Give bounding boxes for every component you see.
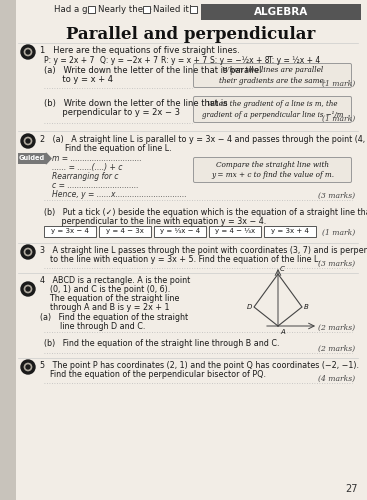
Polygon shape <box>46 153 51 164</box>
Text: perpendicular to the line with equation y = 3x − 4.: perpendicular to the line with equation … <box>44 217 266 226</box>
Text: (2 marks): (2 marks) <box>318 324 355 332</box>
Circle shape <box>26 50 30 54</box>
Circle shape <box>21 134 35 148</box>
Text: S: y = −½x + 8: S: y = −½x + 8 <box>210 56 269 65</box>
Text: ALGEBRA: ALGEBRA <box>254 7 308 17</box>
Text: B: B <box>304 304 309 310</box>
Circle shape <box>24 138 32 144</box>
Text: Find the equation of line L.: Find the equation of line L. <box>40 144 172 153</box>
Text: (b)   Write down the letter of the line that is: (b) Write down the letter of the line th… <box>44 99 228 108</box>
Bar <box>190 6 197 13</box>
Text: Hence, y = ......x..............................: Hence, y = ......x......................… <box>52 190 187 199</box>
Text: (4 marks): (4 marks) <box>318 375 355 383</box>
Bar <box>99 226 151 237</box>
Text: (0, 1) and C is the point (0, 6).: (0, 1) and C is the point (0, 6). <box>40 285 170 294</box>
Text: line through D and C.: line through D and C. <box>40 322 145 331</box>
Bar <box>264 226 316 237</box>
Circle shape <box>26 365 30 369</box>
Circle shape <box>24 248 32 256</box>
Text: Had a go: Had a go <box>54 5 93 14</box>
Text: (a)   Find the equation of the straight: (a) Find the equation of the straight <box>40 313 188 322</box>
Text: When the gradient of a line is m, the
gradient of a perpendicular line is −¹/m: When the gradient of a line is m, the gr… <box>202 100 343 118</box>
Text: P: y = 2x + 7: P: y = 2x + 7 <box>44 56 94 65</box>
Text: Q: y = −2x + 7: Q: y = −2x + 7 <box>100 56 158 65</box>
Circle shape <box>24 364 32 370</box>
Text: (2 marks): (2 marks) <box>318 345 355 353</box>
Text: y = 4 − 3x: y = 4 − 3x <box>106 228 144 234</box>
Bar <box>154 226 206 237</box>
Text: 5   The point P has coordinates (2, 1) and the point Q has coordinates (−2, −1).: 5 The point P has coordinates (2, 1) and… <box>40 361 359 370</box>
Text: y = ⅓x − 4: y = ⅓x − 4 <box>160 228 200 234</box>
Text: Nailed it!: Nailed it! <box>153 5 192 14</box>
Text: Find the equation of the perpendicular bisector of PQ.: Find the equation of the perpendicular b… <box>40 370 266 379</box>
Text: y = 3x + 4: y = 3x + 4 <box>271 228 309 234</box>
Circle shape <box>26 287 30 291</box>
Text: T: y = ½x + 4: T: y = ½x + 4 <box>268 56 320 65</box>
Text: 2   (a)   A straight line L is parallel to y = 3x − 4 and passes through the poi: 2 (a) A straight line L is parallel to y… <box>40 135 367 144</box>
Text: 3   A straight line L passes through the point with coordinates (3, 7) and is pe: 3 A straight line L passes through the p… <box>40 246 367 255</box>
Bar <box>88 6 95 13</box>
Bar <box>0 0 16 500</box>
Text: Parallel and perpendicular: Parallel and perpendicular <box>66 26 316 43</box>
Text: Rearranging for c: Rearranging for c <box>52 172 119 181</box>
Circle shape <box>24 286 32 292</box>
Text: (3 marks): (3 marks) <box>318 260 355 268</box>
Text: (b)   Find the equation of the straight line through B and C.: (b) Find the equation of the straight li… <box>44 339 280 348</box>
Text: Nearly there: Nearly there <box>98 5 152 14</box>
Text: m = ..............................: m = .............................. <box>52 154 142 163</box>
Bar <box>201 4 361 20</box>
Text: y = 3x − 4: y = 3x − 4 <box>51 228 89 234</box>
Text: y = 4 − ⅓x: y = 4 − ⅓x <box>215 228 255 234</box>
Text: C: C <box>280 266 285 272</box>
Text: R: y = x + 7: R: y = x + 7 <box>161 56 207 65</box>
Text: D: D <box>247 304 252 310</box>
Text: c = ..............................: c = .............................. <box>52 181 139 190</box>
Text: (1 mark): (1 mark) <box>322 229 355 237</box>
Text: (3 marks): (3 marks) <box>318 192 355 200</box>
Text: (b)   Put a tick (✓) beside the equation which is the equation of a straight lin: (b) Put a tick (✓) beside the equation w… <box>44 208 367 217</box>
Text: When two lines are parallel
their gradients are the same.: When two lines are parallel their gradie… <box>219 66 326 84</box>
FancyBboxPatch shape <box>193 64 352 88</box>
Text: 27: 27 <box>345 484 358 494</box>
Text: through A and B is y = 2x + 1: through A and B is y = 2x + 1 <box>40 303 170 312</box>
Text: (1 mark): (1 mark) <box>322 80 355 88</box>
Circle shape <box>24 48 32 56</box>
Bar <box>143 6 150 13</box>
Bar <box>18 153 46 164</box>
Text: ...... = ......(....) + c: ...... = ......(....) + c <box>52 163 123 172</box>
Text: to the line with equation y = 3x + 5. Find the equation of the line L.: to the line with equation y = 3x + 5. Fi… <box>40 255 321 264</box>
Circle shape <box>21 282 35 296</box>
Text: 1   Here are the equations of five straight lines.: 1 Here are the equations of five straigh… <box>40 46 240 55</box>
Text: The equation of the straight line: The equation of the straight line <box>40 294 179 303</box>
Circle shape <box>21 360 35 374</box>
Text: (a)   Write down the letter of the line that is parallel: (a) Write down the letter of the line th… <box>44 66 262 75</box>
Text: 4   ABCD is a rectangle. A is the point: 4 ABCD is a rectangle. A is the point <box>40 276 190 285</box>
Text: perpendicular to y = 2x − 3: perpendicular to y = 2x − 3 <box>44 108 180 117</box>
Bar <box>209 226 261 237</box>
Bar <box>44 226 96 237</box>
Circle shape <box>21 45 35 59</box>
Text: to y = x + 4: to y = x + 4 <box>44 75 113 84</box>
Circle shape <box>26 250 30 254</box>
Text: Compare the straight line with
y = mx + c to find the value of m.: Compare the straight line with y = mx + … <box>211 161 334 179</box>
FancyBboxPatch shape <box>193 96 352 122</box>
Circle shape <box>26 139 30 143</box>
Text: A: A <box>280 329 285 335</box>
FancyBboxPatch shape <box>193 158 352 182</box>
Circle shape <box>21 245 35 259</box>
Text: Guided: Guided <box>19 156 45 162</box>
Text: (1 mark): (1 mark) <box>322 115 355 123</box>
